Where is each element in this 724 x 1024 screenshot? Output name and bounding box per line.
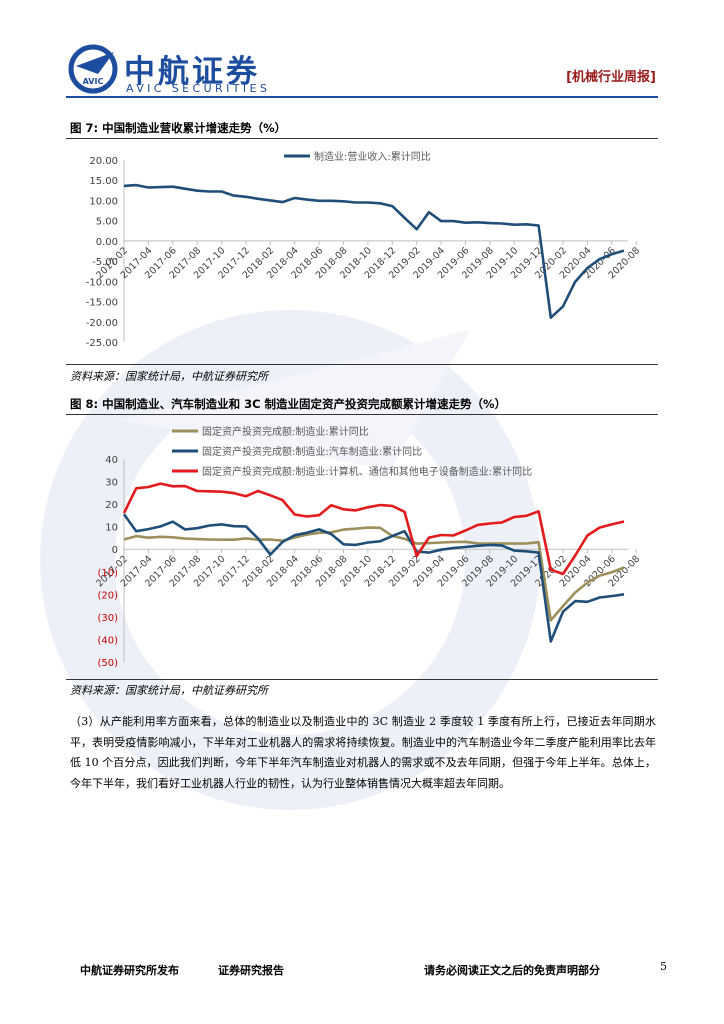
fig8-legend-label: 固定资产投资完成额:制造业:累计同比	[202, 425, 369, 438]
figure8-source: 资料来源：国家统计局，中航证券研究所	[70, 684, 268, 697]
brand-name-en: AVIC SECURITIES	[126, 82, 271, 95]
fig8-series-line-2	[122, 513, 625, 643]
figure8-bottom-rule	[66, 679, 658, 680]
analysis-paragraph: （3）从产能利用率方面来看，总体的制造业以及制造业中的 3C 制造业 2 季度较…	[70, 715, 656, 790]
fig7-y-tick-label: -25.00	[86, 338, 118, 349]
page-number: 5	[660, 960, 667, 973]
fig8-y-tick-label: (30)	[97, 613, 118, 624]
fig8-y-tick-label: (20)	[97, 590, 118, 601]
fig8-y-tick-label: 10	[105, 523, 118, 534]
avic-logo-icon: AVIC	[68, 44, 118, 94]
footer-publisher: 中航证券研究所发布	[80, 964, 179, 977]
page-header: AVIC 中航证券 AVIC SECURITIES [机械行业周报]	[0, 0, 724, 100]
fig8-y-tick-label: (10)	[97, 568, 118, 579]
header-divider	[66, 96, 658, 98]
fig8-y-tick-label: 30	[105, 478, 118, 489]
fig7-y-tick-label: 10.00	[89, 196, 118, 207]
fig7-y-tick-label: 0.00	[96, 237, 118, 248]
brand-name-cn: 中航证券	[124, 54, 260, 90]
fig7-y-tick-label: -10.00	[86, 277, 118, 288]
footer-report-kind: 证券研究报告	[218, 964, 284, 977]
figure7-top-rule	[66, 138, 658, 139]
fig8-legend-label: 固定资产投资完成额:制造业:计算机、通信和其他电子设备制造业:累计同比	[202, 465, 532, 478]
fig7-legend-label: 制造业:营业收入:累计同比	[314, 150, 431, 163]
fig8-legend-label: 固定资产投资完成额:制造业:汽车制造业:累计同比	[202, 445, 422, 458]
fig7-series-line-1	[123, 183, 625, 319]
fig7-y-tick-label: -5.00	[92, 257, 118, 268]
footer-disclaimer: 请务必阅读正文之后的免责声明部分	[424, 964, 600, 977]
figure7-bottom-rule	[66, 364, 658, 365]
fig7-y-tick-label: 15.00	[89, 176, 118, 187]
fig7-y-tick-label: -20.00	[86, 318, 118, 329]
figure7-title: 图 7: 中国制造业营收累计增速走势（%）	[70, 121, 287, 135]
logo-text: AVIC	[83, 77, 104, 86]
figure7-line-chart: 20.00 15.00 10.00 5.00 0.00 -5.00 -10.00 -15.00…	[86, 150, 643, 349]
fig8-series-line-1	[123, 526, 625, 622]
fig8-series-line-3	[122, 482, 625, 576]
fig7-y-tick-label: 20.00	[89, 156, 118, 167]
fig7-y-tick-label: -15.00	[86, 298, 118, 309]
fig8-y-tick-label: 0	[112, 545, 118, 556]
figure8-top-rule	[66, 414, 658, 415]
figure8-title: 图 8: 中国制造业、汽车制造业和 3C 制造业固定资产投资完成额累计增速走势（…	[70, 397, 507, 411]
fig8-y-tick-label: (50)	[97, 658, 118, 669]
report-type-label: [机械行业周报]	[566, 70, 656, 85]
figure7-source: 资料来源：国家统计局，中航证券研究所	[70, 370, 268, 383]
fig8-y-tick-label: 20	[105, 500, 118, 511]
fig8-y-tick-label: (40)	[97, 635, 118, 646]
fig8-y-tick-label: 40	[105, 455, 118, 466]
fig7-y-tick-label: 5.00	[96, 217, 118, 228]
figure8-line-chart: 403020100(10)(20)(30)(40)(50)2017-022017…	[94, 425, 642, 669]
